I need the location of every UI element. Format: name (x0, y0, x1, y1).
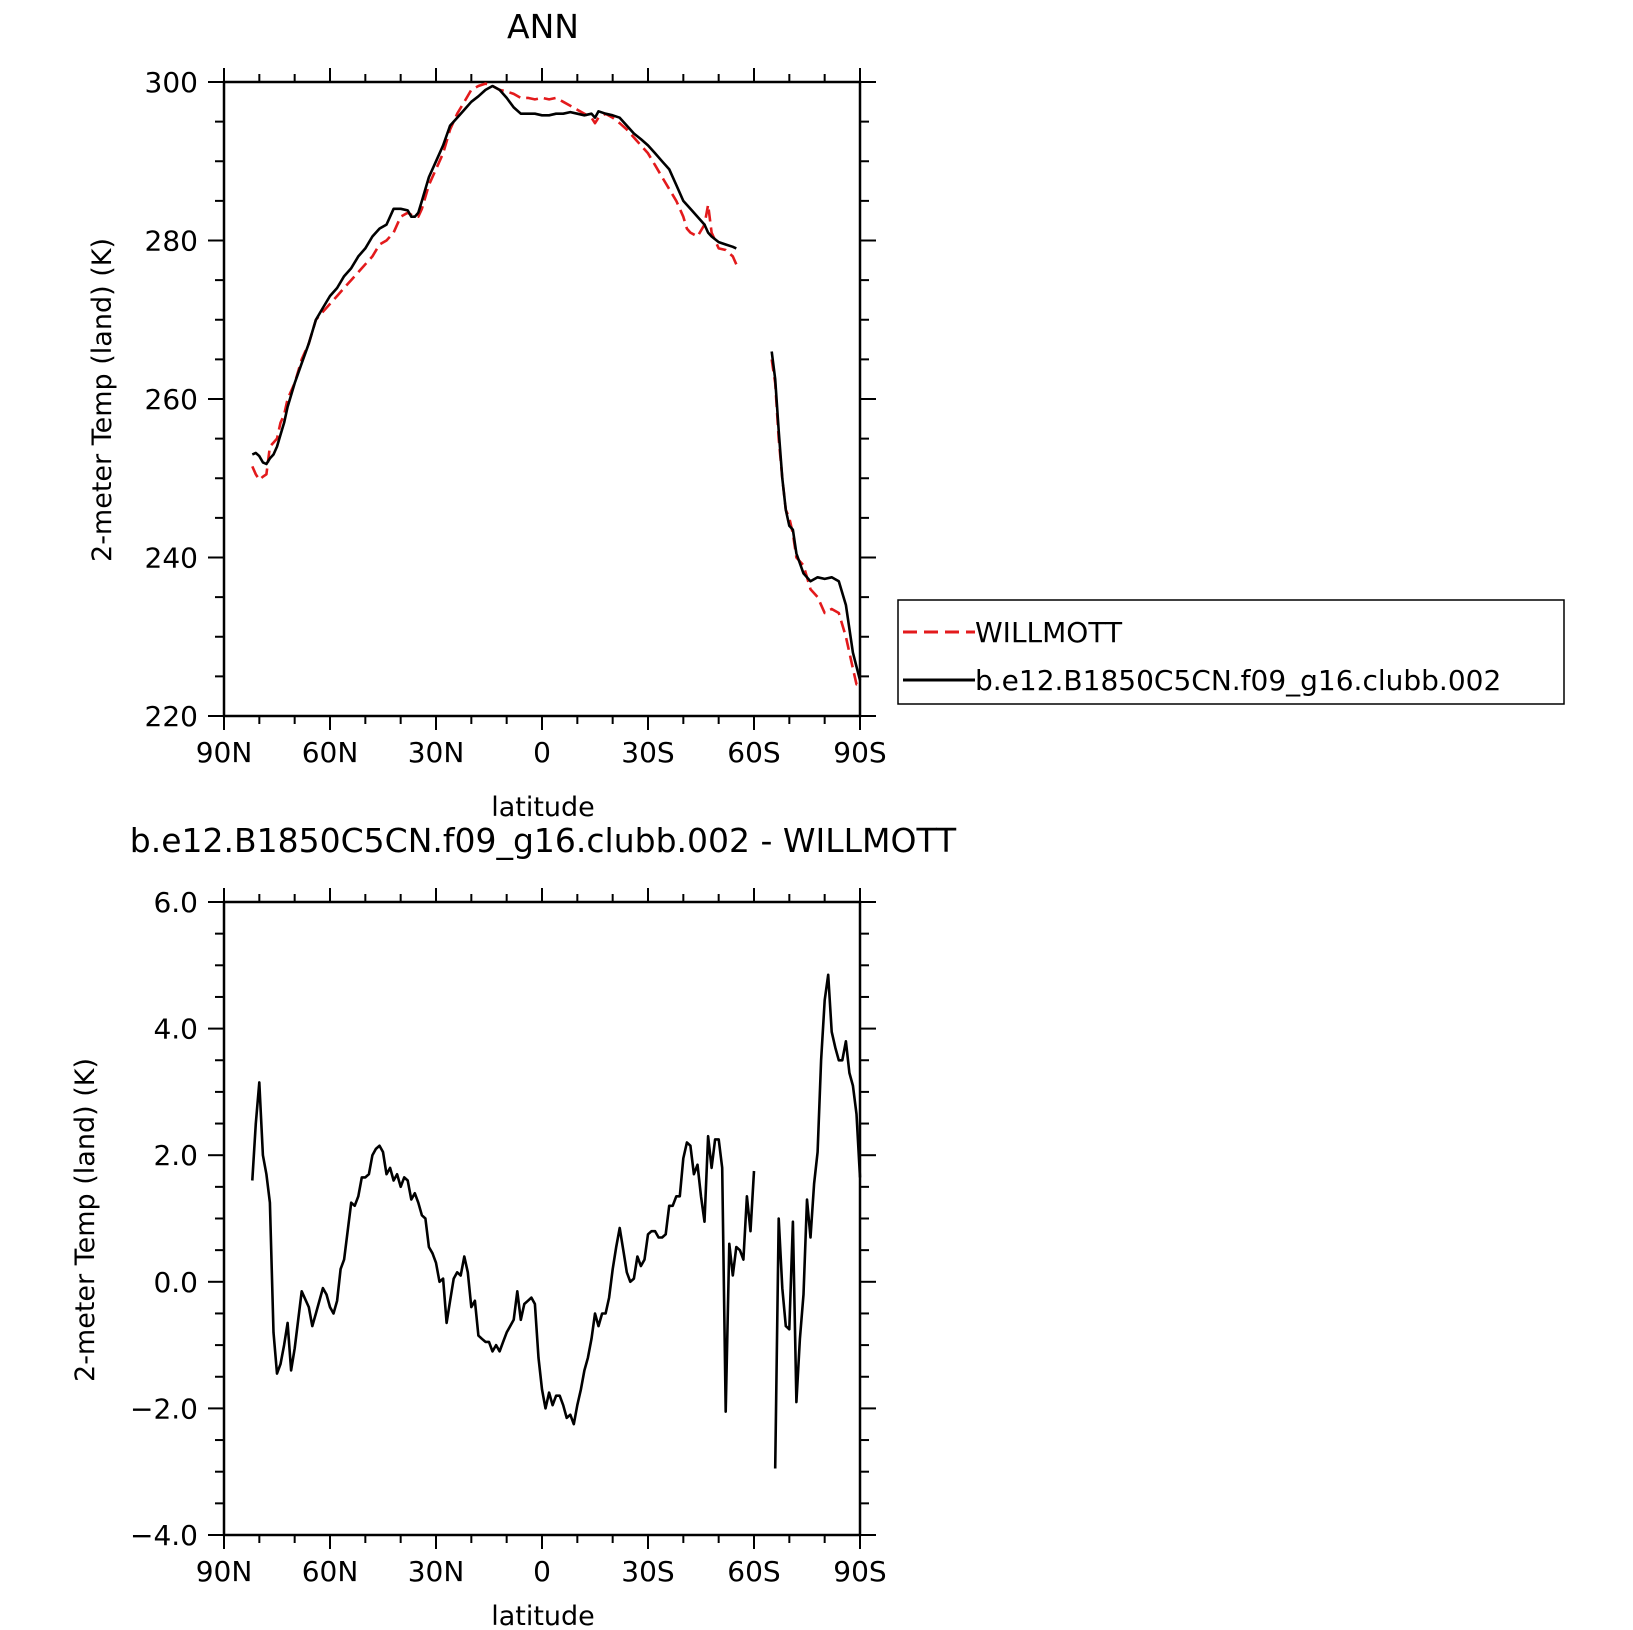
bottom-y-tick-label: 6.0 (153, 886, 198, 919)
top-series-line-b-e12-b1850c5cn-f09-g16-clubb-002 (770, 351, 862, 681)
bottom-plot-frame (222, 900, 862, 1537)
top-series-line-willmott (251, 82, 738, 482)
top-x-tick-label: 0 (533, 736, 551, 769)
top-chart-title: ANN (507, 7, 579, 46)
top-y-tick-label: 220 (145, 700, 198, 733)
bottom-y-tick-label: −2.0 (130, 1392, 198, 1425)
legend-label-willmott: WILLMOTT (975, 616, 1123, 649)
legend-box (897, 599, 1565, 705)
top-series-line-b-e12-b1850c5cn-f09-g16-clubb-002 (251, 84, 737, 466)
top-y-tick-label: 280 (145, 225, 198, 258)
bottom-series-line-difference (773, 973, 862, 1469)
top-x-axis-label: latitude (491, 792, 595, 823)
bottom-y-tick-label: 0.0 (153, 1266, 198, 1299)
top-y-axis-label: 2-meter Temp (land) (K) (87, 238, 118, 562)
bottom-x-tick-label: 60S (727, 1555, 780, 1588)
bottom-y-tick-label: −4.0 (130, 1519, 198, 1552)
bottom-x-tick-label: 30N (408, 1555, 465, 1588)
top-series-line-willmott (770, 359, 860, 686)
top-x-tick-label: 90N (196, 736, 253, 769)
top-x-tick-label: 30S (621, 736, 674, 769)
bottom-x-axis-label: latitude (491, 1601, 595, 1630)
top-x-tick-label: 60N (302, 736, 359, 769)
top-y-tick-label: 260 (145, 383, 198, 416)
bottom-x-tick-label: 30S (621, 1555, 674, 1588)
top-y-tick-label: 300 (145, 66, 198, 99)
bottom-chart-title: b.e12.B1850C5CN.f09_g16.clubb.002 - WILL… (130, 821, 957, 860)
bottom-y-tick-label: 4.0 (153, 1013, 198, 1046)
top-y-tick-label: 240 (145, 542, 198, 575)
top-plot-frame (222, 80, 862, 718)
bottom-x-tick-label: 60N (302, 1555, 359, 1588)
bottom-y-axis-label: 2-meter Temp (land) (K) (70, 1058, 101, 1382)
top-x-tick-label: 30N (408, 736, 465, 769)
bottom-x-tick-label: 90S (833, 1555, 886, 1588)
bottom-x-tick-label: 0 (533, 1555, 551, 1588)
legend-label-model: b.e12.B1850C5CN.f09_g16.clubb.002 (975, 664, 1501, 697)
plot-layer: 90N 60N 30N 0 30S 60S 90S 220 240 260 280 300 90N 60N… (130, 66, 887, 1588)
bottom-series-line-difference (251, 1081, 756, 1426)
bottom-x-tick-label: 90N (196, 1555, 253, 1588)
legend: WILLMOTT b.e12.B1850C5CN.f09_g16.clubb.0… (897, 599, 1565, 705)
top-x-tick-label: 60S (727, 736, 780, 769)
bottom-y-tick-label: 2.0 (153, 1139, 198, 1172)
top-x-tick-label: 90S (833, 736, 886, 769)
